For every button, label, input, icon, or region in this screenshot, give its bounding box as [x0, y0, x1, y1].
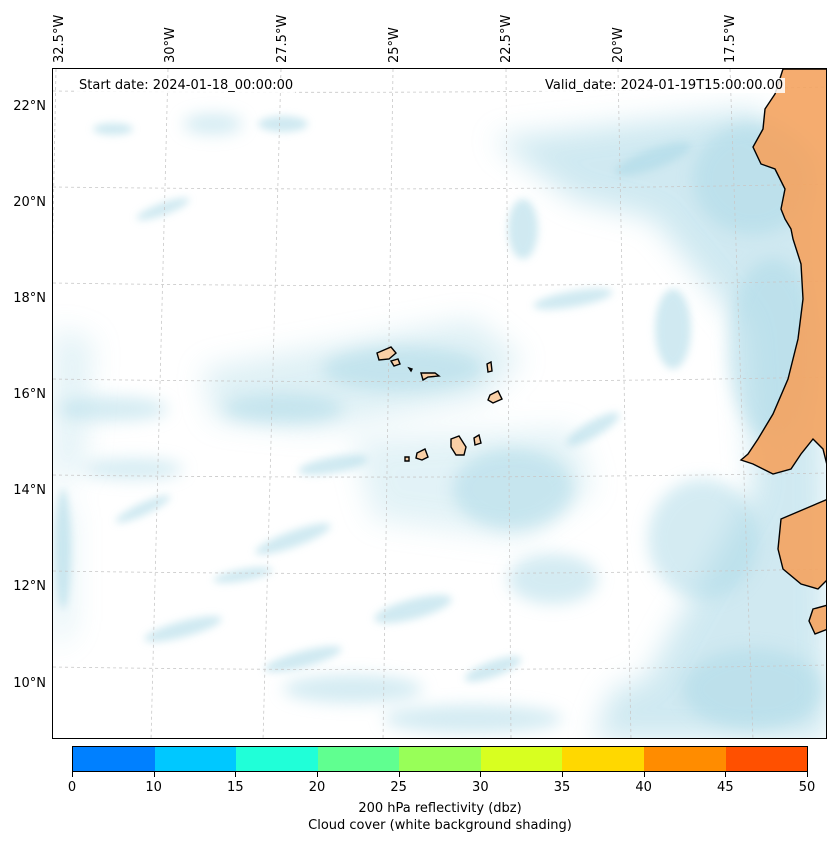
longitude-label: 20°W	[611, 27, 626, 63]
colorbar-segment	[725, 747, 808, 771]
colorbar-tick-label: 10	[145, 780, 162, 795]
longitude-label: 30°W	[163, 27, 178, 63]
colorbar-tick-label: 50	[798, 780, 816, 795]
reflectivity-colorbar	[72, 746, 808, 772]
longitude-label: 22.5°W	[499, 14, 514, 63]
colorbar-tick-mark	[317, 772, 318, 777]
longitude-label: 27.5°W	[275, 14, 290, 63]
colorbar-tick-mark	[643, 772, 645, 777]
colorbar-tick-label: 40	[635, 780, 652, 795]
longitude-label: 17.5°W	[723, 14, 738, 63]
longitude-label: 25°W	[387, 27, 402, 63]
colorbar-tick-label: 0	[67, 780, 77, 795]
colorbar-tick-label: 45	[717, 780, 734, 795]
colorbar-label-cloud-cover: Cloud cover (white background shading)	[308, 818, 572, 833]
valid-date-label: Valid_date: 2024-01-19T15:00:00.00	[543, 78, 786, 93]
latitude-label: 14°N	[13, 483, 46, 498]
latitude-label: 18°N	[13, 291, 46, 306]
latitude-label: 22°N	[13, 99, 46, 114]
graticule-gridlines	[53, 69, 826, 738]
colorbar-tick-mark	[725, 772, 727, 777]
latitude-label: 16°N	[13, 387, 46, 402]
colorbar-segment	[562, 747, 644, 771]
african-coastline	[739, 69, 826, 635]
cloud-cover-shading	[53, 109, 826, 738]
longitude-label: 32.5°W	[52, 14, 67, 63]
colorbar-segment	[236, 747, 318, 771]
colorbar-segment	[399, 747, 481, 771]
colorbar-segment	[73, 747, 155, 771]
map-canvas	[53, 69, 826, 738]
colorbar-tick-label: 35	[553, 780, 571, 795]
colorbar-tick-label: 30	[472, 780, 489, 795]
colorbar-tick-label: 15	[227, 780, 244, 795]
colorbar-tick-label: 25	[390, 780, 407, 795]
latitude-label: 12°N	[13, 579, 46, 594]
colorbar-tick-mark	[807, 772, 808, 777]
colorbar-tick-label: 20	[308, 780, 326, 795]
colorbar-tick-mark	[235, 772, 237, 777]
start-date-label: Start date: 2024-01-18_00:00:00	[77, 78, 296, 93]
colorbar-tick-mark	[398, 772, 400, 777]
colorbar-segment	[317, 747, 400, 771]
colorbar-segment	[154, 747, 237, 771]
colorbar-tick-mark	[153, 772, 155, 777]
latitude-label: 10°N	[13, 676, 46, 691]
colorbar-tick-mark	[562, 772, 563, 777]
colorbar-tick-mark	[72, 772, 73, 777]
cape-verde-islands	[376, 346, 503, 462]
map-panel	[52, 68, 827, 739]
colorbar-label-reflectivity: 200 hPa reflectivity (dbz)	[358, 801, 522, 816]
colorbar-tick-mark	[480, 772, 482, 777]
colorbar-segment	[643, 747, 726, 771]
colorbar-segment	[480, 747, 563, 771]
latitude-label: 20°N	[13, 195, 46, 210]
